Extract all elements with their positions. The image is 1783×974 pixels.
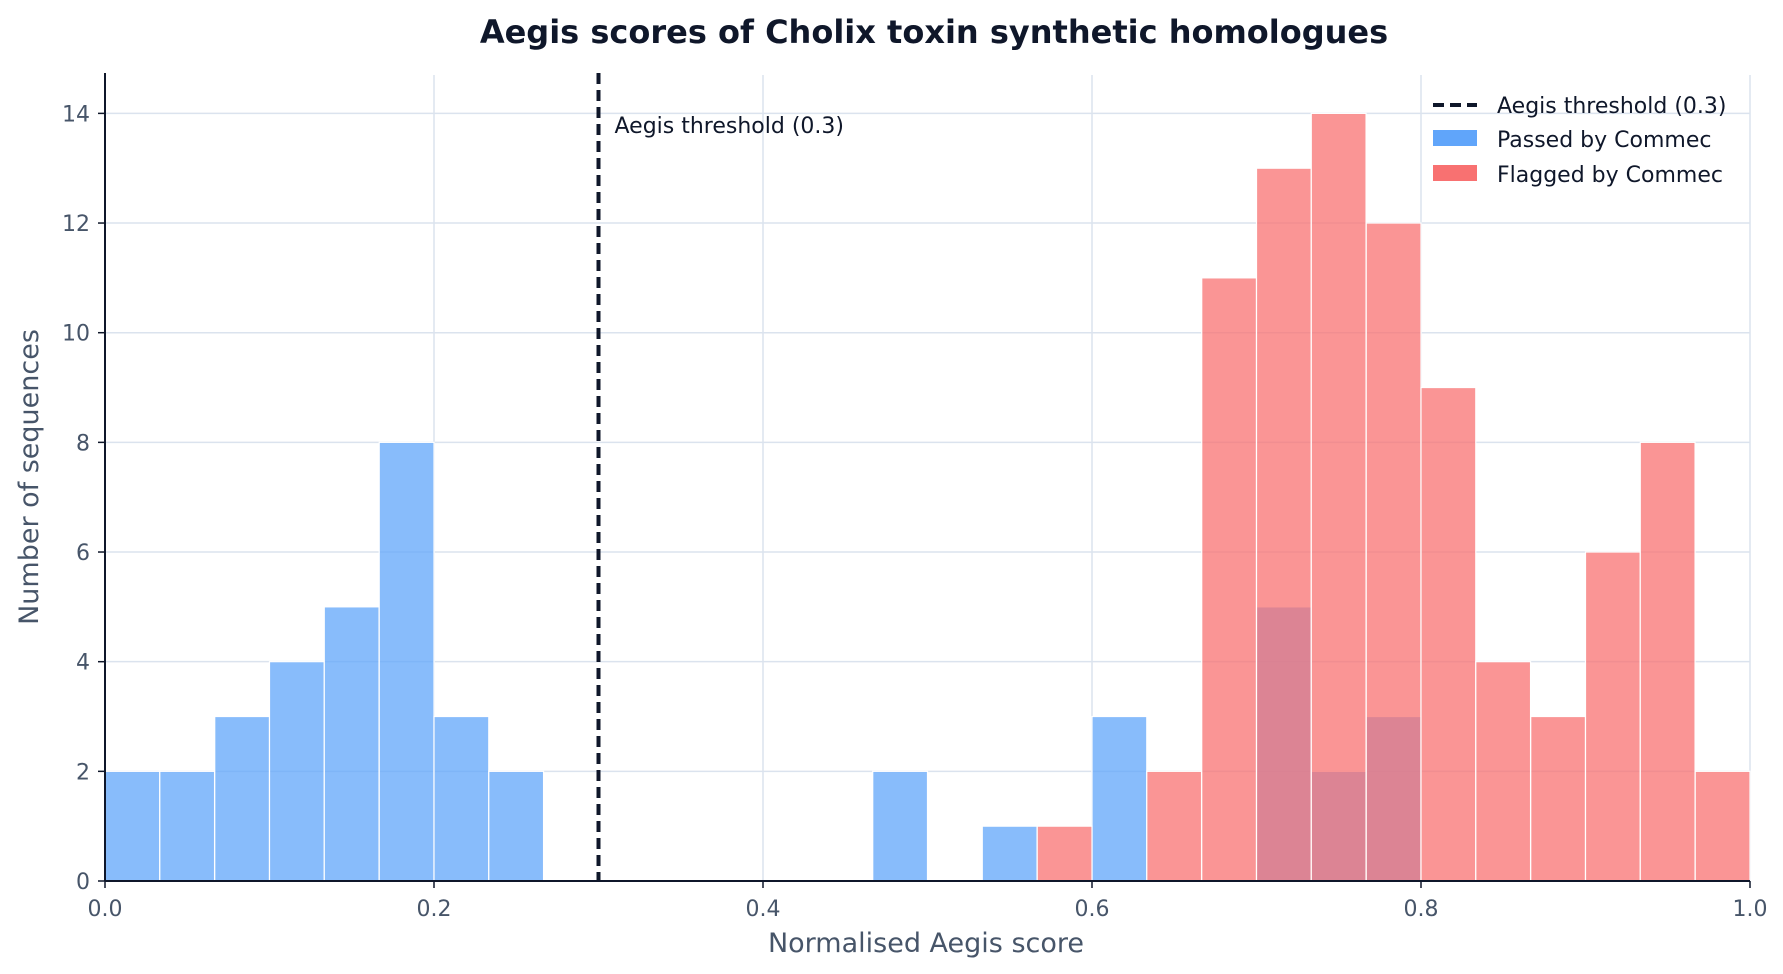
bar-passed-by-commec [1091, 715, 1148, 882]
x-axis-label: Normalised Aegis score [768, 928, 1084, 959]
bars-layer [104, 112, 1751, 882]
x-tick-label: 0.8 [1404, 897, 1439, 922]
bar-flagged-by-commec [1255, 167, 1312, 882]
bar-flagged-by-commec [1146, 770, 1203, 882]
bar-flagged-by-commec [1475, 661, 1532, 882]
bar-flagged-by-commec [1420, 386, 1477, 882]
bar-flagged-by-commec [1694, 770, 1751, 882]
y-axis-label: Number of sequences [14, 329, 45, 625]
bar-passed-by-commec [488, 770, 545, 882]
threshold-annotation: Aegis threshold (0.3) [615, 114, 845, 139]
x-tick-label: 1.0 [1733, 897, 1768, 922]
y-tick-label: 8 [76, 431, 90, 456]
legend-flagged-swatch [1433, 165, 1477, 181]
ticks-layer: 0.0 0.2 0.4 0.6 0.8 1.0 0 2 4 6 8 10 12 14 [62, 102, 1768, 922]
bar-passed-by-commec [323, 606, 380, 882]
bar-passed-by-commec [268, 661, 325, 882]
legend: Aegis threshold (0.3) Passed by Commec F… [1433, 94, 1727, 188]
bar-passed-by-commec [159, 770, 216, 882]
threshold-layer: Aegis threshold (0.3) [596, 73, 845, 881]
bar-flagged-by-commec [1036, 825, 1093, 882]
bar-passed-by-commec [872, 770, 929, 882]
legend-flagged-label: Flagged by Commec [1497, 163, 1723, 188]
bar-flagged-by-commec [1530, 715, 1587, 882]
bar-flagged-by-commec [1201, 277, 1258, 882]
bar-passed-by-commec [981, 825, 1038, 882]
legend-passed-label: Passed by Commec [1497, 128, 1711, 153]
y-tick-label: 10 [62, 322, 90, 347]
chart-title: Aegis scores of Cholix toxin synthetic h… [480, 13, 1388, 51]
bar-passed-by-commec [378, 441, 435, 882]
bar-flagged-by-commec [1584, 551, 1641, 882]
x-tick-label: 0.6 [1075, 897, 1110, 922]
y-tick-label: 12 [62, 212, 90, 237]
axes-layer [104, 73, 1750, 882]
x-tick-label: 0.0 [88, 897, 123, 922]
bar-passed-by-commec [104, 770, 161, 882]
legend-threshold-label: Aegis threshold (0.3) [1497, 94, 1727, 119]
bar-passed-by-commec [214, 715, 271, 882]
y-tick-label: 6 [76, 541, 90, 566]
bar-flagged-by-commec [1310, 112, 1367, 882]
bar-flagged-by-commec [1365, 222, 1422, 882]
bar-flagged-by-commec [1639, 441, 1696, 882]
y-tick-label: 14 [62, 102, 90, 127]
x-tick-label: 0.2 [417, 897, 452, 922]
x-tick-label: 0.4 [746, 897, 781, 922]
y-tick-label: 2 [76, 760, 90, 785]
bar-passed-by-commec [433, 715, 490, 882]
y-tick-label: 0 [76, 870, 90, 895]
y-tick-label: 4 [76, 651, 90, 676]
legend-passed-swatch [1433, 130, 1477, 146]
